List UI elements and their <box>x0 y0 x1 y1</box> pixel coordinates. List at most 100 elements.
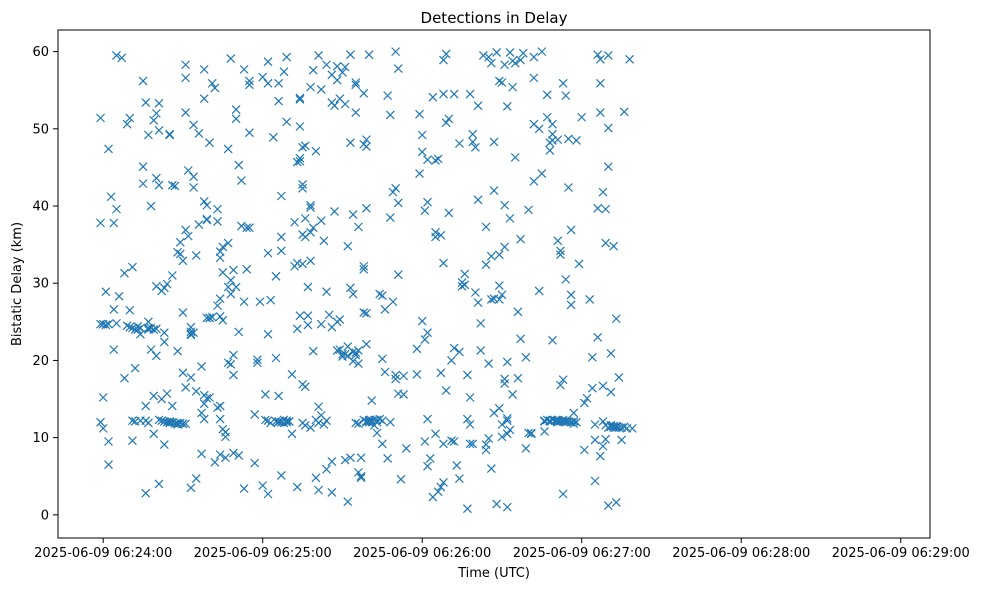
data-point <box>327 457 337 466</box>
data-point <box>465 420 475 429</box>
data-point <box>391 370 401 380</box>
data-point <box>104 144 113 154</box>
data-point <box>556 380 565 390</box>
data-point <box>436 482 446 492</box>
data-point <box>364 50 374 60</box>
data-point <box>223 144 233 154</box>
data-point <box>239 297 249 307</box>
data-point <box>274 416 284 426</box>
data-point <box>566 300 576 310</box>
data-point <box>367 396 377 406</box>
data-point <box>181 73 191 83</box>
data-point <box>486 251 496 261</box>
data-point <box>300 213 310 223</box>
data-point <box>271 353 281 363</box>
data-point <box>303 282 313 292</box>
data-point <box>449 343 459 353</box>
data-point <box>292 324 302 334</box>
data-point <box>173 346 183 356</box>
data-point <box>181 108 191 118</box>
data-point <box>359 88 369 98</box>
data-point <box>181 225 191 235</box>
data-point <box>170 181 180 191</box>
data-point <box>250 458 260 468</box>
data-point <box>199 399 209 409</box>
data-point <box>165 416 175 426</box>
data-point <box>260 389 270 399</box>
data-point <box>465 439 475 449</box>
data-point <box>128 323 137 333</box>
data-point <box>444 114 454 124</box>
data-point <box>526 428 536 438</box>
data-point <box>282 117 292 127</box>
data-point <box>391 183 401 193</box>
data-point <box>263 57 273 67</box>
data-point <box>401 444 411 453</box>
data-point <box>205 138 214 148</box>
data-point <box>343 497 353 507</box>
data-point <box>215 294 225 304</box>
data-point <box>191 386 201 396</box>
data-point <box>481 260 491 270</box>
data-point <box>308 223 318 233</box>
data-point <box>561 91 571 101</box>
data-point <box>263 78 273 88</box>
data-point <box>585 295 595 304</box>
data-point <box>460 269 470 279</box>
data-point <box>412 369 422 379</box>
data-point <box>311 146 321 156</box>
data-point <box>380 367 390 377</box>
data-point <box>229 448 238 458</box>
data-point <box>266 418 276 428</box>
data-point <box>617 435 627 445</box>
data-point <box>497 290 507 300</box>
data-point <box>332 61 342 71</box>
data-point <box>537 47 547 57</box>
data-point <box>361 339 371 349</box>
data-point <box>314 51 323 60</box>
x-tick-label: 2025-06-09 06:27:00 <box>513 546 651 561</box>
data-point <box>213 217 222 226</box>
data-point <box>165 130 175 140</box>
data-point <box>351 350 361 360</box>
data-point <box>244 80 254 90</box>
data-point <box>356 473 366 483</box>
data-point <box>213 204 222 214</box>
data-point <box>186 372 196 382</box>
data-point <box>423 155 432 165</box>
data-point <box>385 213 395 223</box>
data-point <box>149 391 159 401</box>
data-point <box>516 334 526 344</box>
data-point <box>505 425 515 435</box>
data-point <box>197 449 206 459</box>
y-tick-label: 30 <box>32 277 49 292</box>
data-point <box>133 322 143 331</box>
data-point <box>486 58 496 68</box>
data-point <box>322 60 331 70</box>
data-point <box>276 246 286 256</box>
data-point <box>292 482 302 492</box>
data-point <box>300 420 310 430</box>
data-point <box>420 437 430 446</box>
data-point <box>447 356 456 365</box>
data-point <box>109 305 119 314</box>
data-point <box>194 220 204 229</box>
data-point <box>146 345 156 355</box>
data-point <box>529 73 539 83</box>
data-point <box>558 375 568 385</box>
data-point <box>319 420 329 429</box>
data-point <box>199 196 209 206</box>
data-point <box>470 142 480 152</box>
data-point <box>229 265 238 275</box>
data-point <box>117 53 127 63</box>
data-point <box>237 176 246 185</box>
data-point <box>561 416 571 426</box>
data-point <box>101 287 111 297</box>
data-point <box>619 107 629 117</box>
data-point <box>138 76 148 86</box>
data-point <box>141 488 151 498</box>
data-point <box>128 262 137 272</box>
data-point <box>223 282 233 292</box>
data-point <box>237 221 246 231</box>
